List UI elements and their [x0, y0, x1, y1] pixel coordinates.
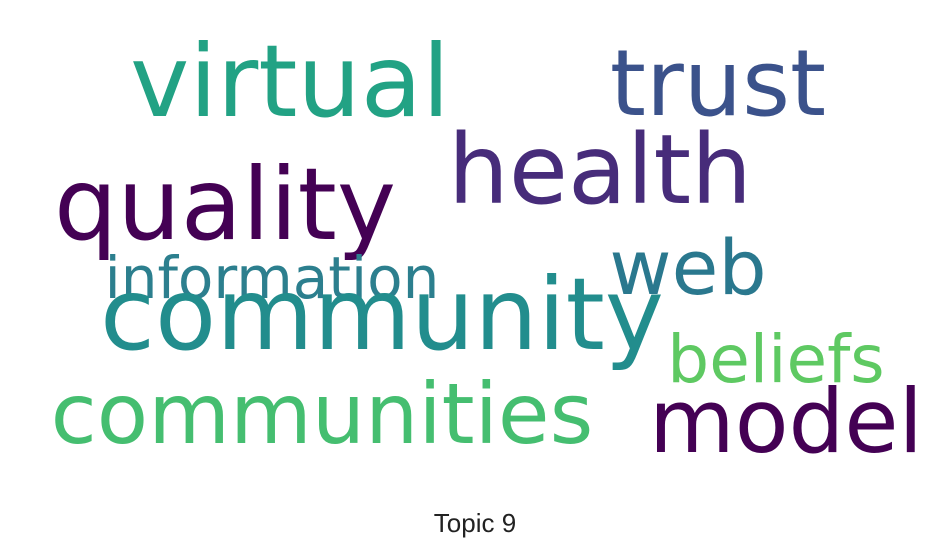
word-community: community [100, 256, 664, 373]
word-health: health [448, 114, 752, 226]
word-information: information [104, 244, 440, 312]
word-cloud: virtual trust health quality web informa… [50, 23, 924, 473]
word-virtual: virtual [130, 23, 450, 140]
word-quality: quality [53, 146, 397, 263]
word-communities: communities [50, 365, 594, 463]
word-trust: trust [609, 30, 827, 137]
word-beliefs: beliefs [667, 321, 885, 398]
topic-label: Topic 9 [433, 508, 517, 538]
word-model: model [648, 370, 924, 473]
word-web: web [609, 223, 767, 312]
